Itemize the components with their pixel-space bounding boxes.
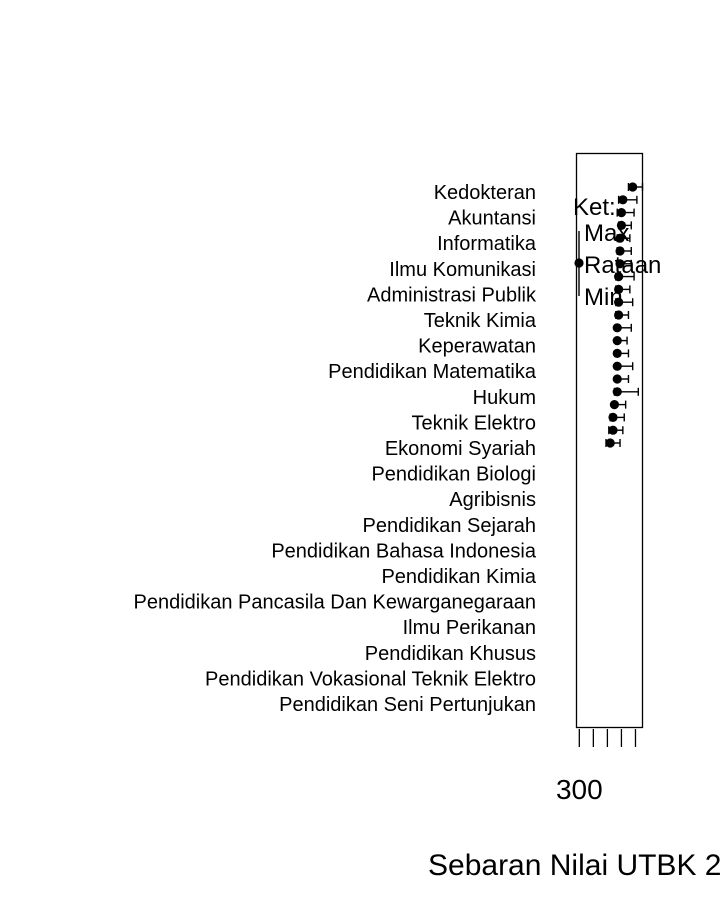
mean-point <box>612 387 622 397</box>
mean-point <box>616 208 627 218</box>
mean-point <box>614 284 624 294</box>
category-label: Administrasi Publik <box>367 284 537 306</box>
category-label: Ekonomi Syariah <box>385 438 536 460</box>
mean-point <box>616 220 627 230</box>
mean-point <box>608 425 618 435</box>
mean-point <box>605 438 615 448</box>
category-label: Keperawatan <box>418 336 536 358</box>
category-label: Teknik Kimia <box>424 310 537 332</box>
category-label: Pendidikan Pancasila Dan Kewarganegaraan <box>134 592 537 614</box>
x-axis-title: Sebaran Nilai UTBK 2 <box>428 849 720 882</box>
category-label: Ilmu Komunikasi <box>389 259 536 281</box>
legend-title: Ket: <box>573 194 616 221</box>
mean-point <box>612 374 622 384</box>
category-label: Kedokteran <box>434 182 536 204</box>
mean-point <box>614 310 624 320</box>
category-label: Akuntansi <box>448 208 536 230</box>
mean-point <box>608 412 618 422</box>
category-label: Hukum <box>473 387 536 409</box>
category-label: Pendidikan Biologi <box>371 464 536 486</box>
x-tick-label: 300 <box>556 774 603 805</box>
mean-point <box>612 336 622 346</box>
category-label: Pendidikan Kimia <box>381 566 536 588</box>
mean-point <box>612 323 622 333</box>
data-marks <box>605 182 644 448</box>
legend: Ket:Max Rataan Min <box>573 194 661 311</box>
category-label: Pendidikan Matematika <box>328 361 537 383</box>
category-label: Pendidikan Seni Pertunjukan <box>279 694 536 716</box>
mean-point <box>614 272 624 282</box>
legend-point-symbol <box>574 258 584 268</box>
legend-entry: Max <box>584 220 629 247</box>
category-label: Informatika <box>437 233 537 255</box>
mean-point <box>618 195 628 205</box>
plot-area <box>575 152 644 729</box>
mean-point <box>615 233 625 243</box>
mean-point <box>612 361 622 371</box>
mean-point <box>628 182 638 192</box>
mean-point <box>614 297 624 307</box>
mean-point <box>612 348 622 358</box>
x-axis: 300 <box>556 729 637 805</box>
category-label: Pendidikan Bahasa Indonesia <box>271 540 537 562</box>
category-label: Pendidikan Vokasional Teknik Elektro <box>205 668 536 690</box>
category-label: Pendidikan Sejarah <box>363 515 536 537</box>
legend-entry: Min <box>584 284 623 311</box>
category-label: Teknik Elektro <box>412 412 537 434</box>
category-label: Agribisnis <box>449 489 536 511</box>
category-labels: Kedokteran Akuntansi Informatika Ilmu Komun… <box>134 182 537 716</box>
legend-entry: Rataan <box>584 252 661 279</box>
mean-point <box>615 246 625 256</box>
category-label: Pendidikan Khusus <box>365 643 536 665</box>
mean-point <box>615 259 625 269</box>
mean-point <box>609 400 620 410</box>
category-label: Ilmu Perikanan <box>403 617 536 639</box>
